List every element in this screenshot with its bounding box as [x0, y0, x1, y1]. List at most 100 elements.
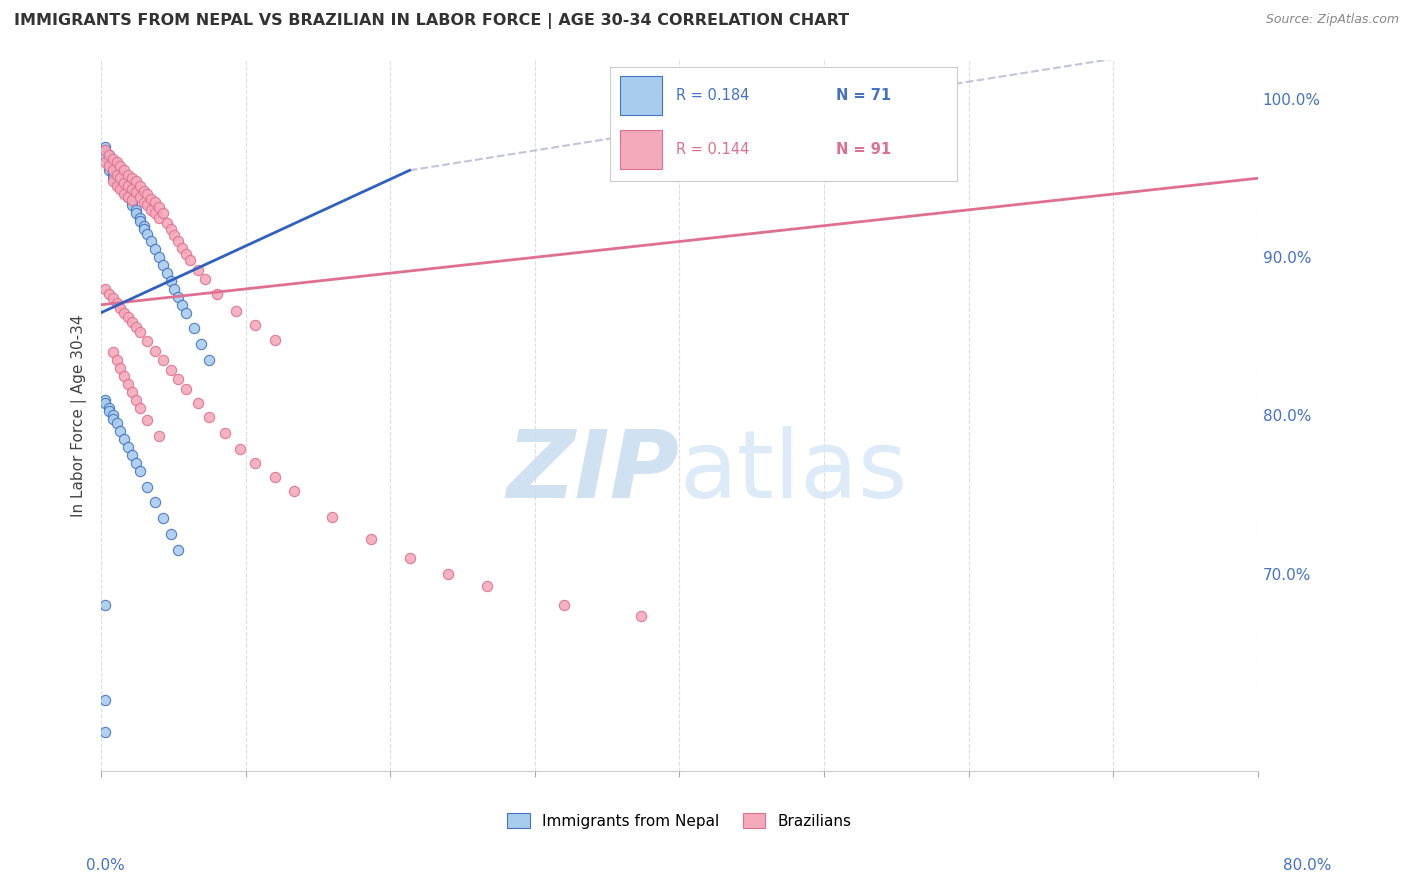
Point: [97, 160, 120, 174]
Legend: Immigrants from Nepal, Brazilians: Immigrants from Nepal, Brazilians: [501, 806, 858, 835]
Point: [94, 155, 117, 169]
Point: [117, 310, 139, 325]
Point: [198, 410, 221, 425]
Point: [105, 353, 128, 368]
Point: [128, 211, 150, 225]
Point: [132, 194, 155, 209]
Point: [121, 182, 143, 196]
Point: [105, 169, 128, 184]
Point: [136, 227, 159, 241]
Point: [94, 145, 117, 160]
Point: [125, 456, 148, 470]
Point: [110, 159, 132, 173]
Point: [105, 417, 128, 431]
Point: [94, 282, 117, 296]
Point: [156, 215, 179, 229]
Point: [101, 345, 124, 359]
Point: [141, 202, 163, 217]
Text: 0.0%: 0.0%: [86, 858, 125, 873]
Point: [136, 480, 159, 494]
Y-axis label: In Labor Force | Age 30-34: In Labor Force | Age 30-34: [72, 314, 87, 516]
Point: [136, 198, 159, 212]
Point: [94, 724, 117, 739]
Point: [121, 315, 143, 329]
Point: [117, 440, 139, 454]
Point: [128, 401, 150, 415]
Point: [172, 298, 194, 312]
Point: [159, 527, 181, 541]
Point: [163, 228, 186, 243]
Point: [110, 171, 132, 186]
Point: [97, 159, 120, 173]
Point: [110, 361, 132, 376]
Point: [143, 243, 166, 257]
Point: [94, 392, 117, 407]
Point: [152, 206, 174, 220]
Point: [141, 235, 163, 249]
Point: [159, 362, 181, 376]
Point: [94, 139, 117, 153]
Point: [110, 182, 132, 196]
Point: [125, 174, 148, 188]
Point: [121, 198, 143, 212]
Point: [148, 200, 170, 214]
Point: [174, 382, 197, 396]
Point: [112, 179, 135, 194]
Point: [97, 163, 120, 178]
Point: [186, 263, 208, 277]
Point: [174, 247, 197, 261]
Point: [136, 334, 159, 348]
Point: [117, 190, 139, 204]
Point: [117, 179, 139, 194]
Point: [112, 432, 135, 446]
Point: [125, 392, 148, 407]
Point: [97, 286, 120, 301]
Point: [198, 353, 221, 368]
Point: [174, 306, 197, 320]
Point: [110, 178, 132, 192]
Point: [101, 163, 124, 178]
Point: [132, 184, 155, 198]
Point: [167, 372, 190, 386]
Point: [128, 179, 150, 194]
Point: [163, 282, 186, 296]
Point: [128, 214, 150, 228]
Point: [190, 337, 212, 351]
Point: [179, 253, 201, 268]
Point: [437, 566, 460, 581]
Point: [97, 401, 120, 415]
Point: [101, 165, 124, 179]
Point: [105, 296, 128, 310]
Point: [125, 202, 148, 217]
Point: [167, 290, 190, 304]
Point: [97, 147, 120, 161]
Point: [132, 222, 155, 236]
Point: [101, 411, 124, 425]
Point: [101, 174, 124, 188]
Point: [94, 396, 117, 410]
Point: [110, 301, 132, 315]
Point: [112, 186, 135, 200]
Point: [97, 147, 120, 161]
Point: [125, 186, 148, 200]
Point: [121, 448, 143, 462]
Point: [136, 187, 159, 202]
Text: 80.0%: 80.0%: [1284, 858, 1331, 873]
Point: [101, 155, 124, 169]
Point: [117, 376, 139, 391]
Point: [105, 166, 128, 180]
Point: [112, 182, 135, 196]
Text: atlas: atlas: [679, 426, 908, 518]
Point: [183, 321, 205, 335]
Point: [94, 143, 117, 157]
Point: [94, 149, 117, 163]
Point: [141, 192, 163, 206]
Point: [94, 143, 117, 157]
Point: [132, 219, 155, 233]
Point: [121, 171, 143, 186]
Point: [128, 325, 150, 339]
Point: [148, 211, 170, 225]
Point: [94, 599, 117, 613]
Point: [143, 495, 166, 509]
Point: [143, 343, 166, 358]
